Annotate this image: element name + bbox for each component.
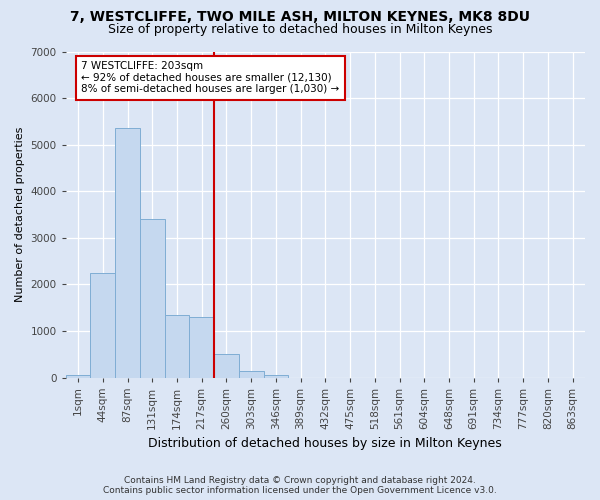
Bar bbox=[190, 317, 214, 378]
Bar bbox=[214, 354, 239, 378]
Text: Size of property relative to detached houses in Milton Keynes: Size of property relative to detached ho… bbox=[108, 22, 492, 36]
Bar bbox=[263, 374, 288, 378]
Text: Contains HM Land Registry data © Crown copyright and database right 2024.
Contai: Contains HM Land Registry data © Crown c… bbox=[103, 476, 497, 495]
X-axis label: Distribution of detached houses by size in Milton Keynes: Distribution of detached houses by size … bbox=[148, 437, 502, 450]
Y-axis label: Number of detached properties: Number of detached properties bbox=[15, 127, 25, 302]
Text: 7 WESTCLIFFE: 203sqm
← 92% of detached houses are smaller (12,130)
8% of semi-de: 7 WESTCLIFFE: 203sqm ← 92% of detached h… bbox=[81, 62, 340, 94]
Bar bbox=[140, 219, 164, 378]
Bar bbox=[239, 370, 263, 378]
Bar bbox=[66, 375, 91, 378]
Bar bbox=[91, 272, 115, 378]
Bar bbox=[115, 128, 140, 378]
Text: 7, WESTCLIFFE, TWO MILE ASH, MILTON KEYNES, MK8 8DU: 7, WESTCLIFFE, TWO MILE ASH, MILTON KEYN… bbox=[70, 10, 530, 24]
Bar bbox=[164, 314, 190, 378]
